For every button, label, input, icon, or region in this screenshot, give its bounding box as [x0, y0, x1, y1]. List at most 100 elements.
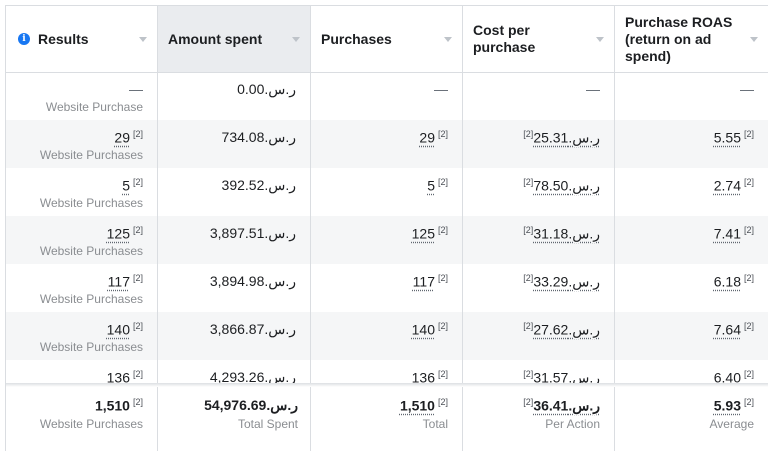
table-cell: 5 [2] Website Purchases [6, 168, 158, 216]
table-cell: 5 [2] [311, 168, 463, 216]
cell-value[interactable]: ر.س.31.18[2] [520, 225, 600, 243]
table-cell: 6.18 [2] [615, 264, 768, 312]
table-cell: 125 [2] [311, 216, 463, 264]
cell-value[interactable]: 2.74 [2] [714, 177, 754, 194]
cell-number: ر.س.3,866.87 [209, 321, 296, 337]
table-row: 29 [2] Website Purchases ر.س.734.08 29 [2] ر.س… [6, 120, 768, 168]
cell-value[interactable]: 140 [2] [412, 321, 448, 338]
table-cell: 117 [2] Website Purchases [6, 264, 158, 312]
reference-marker: [2] [523, 397, 534, 407]
cell-number: 7.41 [713, 225, 741, 242]
cell-number: 6.40 [713, 369, 741, 383]
table-cell: 29 [2] [311, 120, 463, 168]
cell-number: 5 [427, 177, 435, 194]
cell-value[interactable]: 6.18 [2] [714, 273, 754, 290]
totals-row: 1,510 [2] Website Purchases ر.س.54,976.69… [6, 387, 768, 451]
cell-value[interactable]: ر.س.78.50[2] [520, 177, 600, 195]
total-results-value[interactable]: 1,510 [2] [95, 397, 143, 414]
reference-marker: [2] [743, 273, 754, 283]
table-cell: 140 [2] [311, 312, 463, 360]
cell-value[interactable]: 140 [2] [107, 321, 143, 338]
cell-value[interactable]: 7.41 [2] [714, 225, 754, 242]
cell-number: 125 [106, 225, 130, 242]
reference-marker: [2] [132, 321, 143, 331]
footer-divider [6, 383, 768, 387]
total-purchases-value[interactable]: 1,510 [2] [400, 397, 448, 414]
reference-marker: [2] [743, 225, 754, 235]
cell-value[interactable]: 136 [2] [107, 369, 143, 383]
sort-caret-icon[interactable] [292, 37, 300, 42]
info-icon[interactable]: i [18, 33, 30, 45]
total-cost-label: Per Action [545, 417, 600, 431]
cell-value[interactable]: 29 [2] [419, 129, 448, 146]
reference-marker: [2] [523, 225, 534, 235]
column-header-purchases[interactable]: Purchases [311, 6, 463, 72]
reference-marker: [2] [743, 177, 754, 187]
cell-value[interactable]: 136 [2] [412, 369, 448, 383]
cell-value: ر.س.392.52 [222, 177, 296, 194]
column-label: Amount spent [168, 30, 263, 47]
cell-value[interactable]: 5 [2] [122, 177, 143, 194]
table-cell: 5.55 [2] [615, 120, 768, 168]
cell-value[interactable]: 125 [2] [412, 225, 448, 242]
cell-value[interactable]: 117 [2] [413, 273, 448, 290]
cell-value[interactable]: 6.40 [2] [714, 369, 754, 383]
total-results-number: 1,510 [94, 397, 130, 414]
cell-value[interactable]: 5.55 [2] [714, 129, 754, 146]
cell-number: ر.س.392.52 [221, 177, 296, 193]
table-cell: 140 [2] Website Purchases [6, 312, 158, 360]
column-header-purchase-roas[interactable]: Purchase ROAS (return on ad spend) [615, 6, 768, 72]
cell-number: 140 [106, 321, 130, 338]
cell-value[interactable]: ر.س.33.29[2] [520, 273, 600, 291]
table-row: 125 [2] Website Purchases ر.س.3,897.51 125 [2… [6, 216, 768, 264]
cell-value: ر.س.3,897.51 [210, 225, 296, 242]
cell-number: 29 [114, 129, 130, 146]
cell-value[interactable]: 117 [2] [108, 273, 143, 290]
total-roas-number: 5.93 [713, 397, 741, 414]
table-cell: 2.74 [2] [615, 168, 768, 216]
sort-caret-icon[interactable] [596, 37, 604, 42]
results-label: Website Purchases [39, 196, 143, 210]
cell-value[interactable]: 5 [2] [427, 177, 448, 194]
reference-marker: [2] [132, 129, 143, 139]
table-cell: — [311, 72, 463, 120]
cell-value[interactable]: 125 [2] [107, 225, 143, 242]
sort-caret-icon[interactable] [139, 37, 147, 42]
total-purchases-cell: 1,510 [2] Total [311, 387, 463, 451]
cell-value[interactable]: ر.س.25.31[2] [520, 129, 600, 147]
empty-value: — [586, 81, 600, 97]
cell-number: ر.س.27.62 [533, 321, 600, 338]
table-cell: 136 [2] [6, 360, 158, 383]
table-cell: 136 [2] [311, 360, 463, 383]
total-cost-value[interactable]: ر.س.36.41[2] [520, 397, 600, 415]
cell-number: ر.س.3,897.51 [209, 225, 296, 241]
reference-marker: [2] [523, 129, 534, 139]
cell-number: ر.س.25.31 [533, 129, 600, 146]
empty-value: — [434, 81, 448, 97]
column-header-results[interactable]: i Results [6, 6, 158, 72]
reference-marker: [2] [437, 273, 448, 283]
cell-number: 125 [411, 225, 435, 242]
table-cell: ر.س.3,894.98 [158, 264, 311, 312]
cell-value[interactable]: 7.64 [2] [714, 321, 754, 338]
table-cell: ر.س.31.18[2] [463, 216, 615, 264]
sort-caret-icon[interactable] [750, 37, 758, 42]
cell-number: 136 [411, 369, 435, 383]
column-header-cost-per-purchase[interactable]: Cost per purchase [463, 6, 615, 72]
reference-marker: [2] [437, 369, 448, 379]
table-cell: — [615, 72, 768, 120]
total-roas-value[interactable]: 5.93 [2] [714, 397, 754, 414]
total-amount-label: Total Spent [237, 417, 298, 431]
cell-value[interactable]: ر.س.27.62[2] [520, 321, 600, 339]
reference-marker: [2] [132, 177, 143, 187]
total-results-cell: 1,510 [2] Website Purchases [6, 387, 158, 451]
table-row: 5 [2] Website Purchases ر.س.392.52 5 [2] ر.س.7… [6, 168, 768, 216]
sort-caret-icon[interactable] [444, 37, 452, 42]
cell-value: ر.س.3,894.98 [210, 273, 296, 290]
reference-marker: [2] [743, 397, 754, 407]
table-left-border [5, 5, 6, 451]
cell-value[interactable]: ر.س.31.57[2] [520, 369, 600, 383]
table-cell: 7.41 [2] [615, 216, 768, 264]
column-header-amount-spent[interactable]: Amount spent [158, 6, 311, 72]
cell-value[interactable]: 29 [2] [114, 129, 143, 146]
